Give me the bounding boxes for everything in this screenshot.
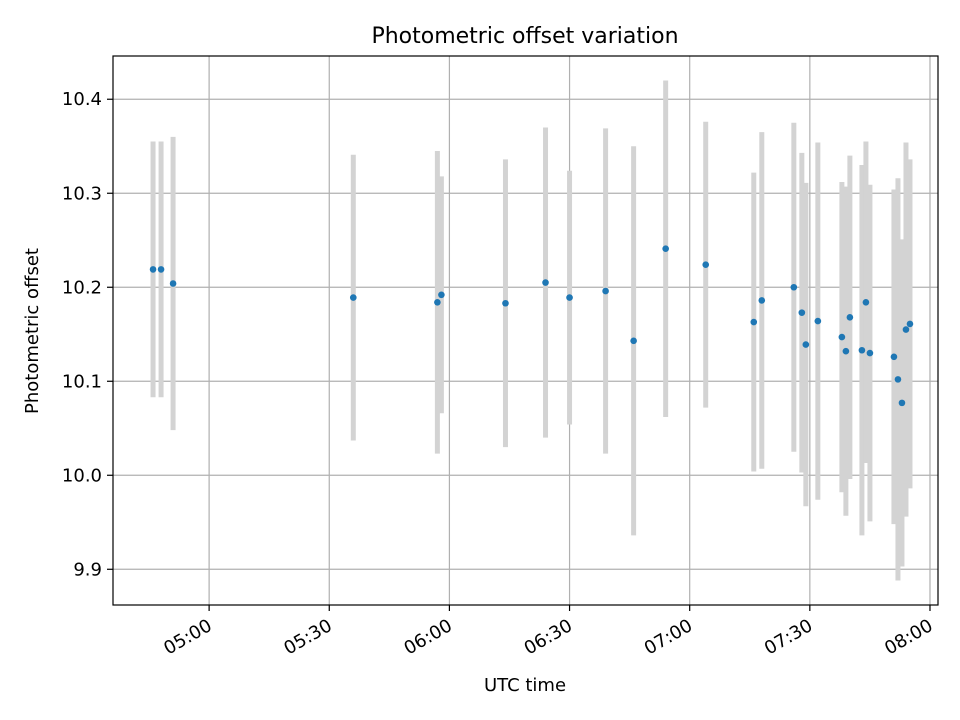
data-point — [898, 399, 906, 407]
x-tick-label: 06:00 — [400, 615, 455, 659]
data-point — [349, 294, 357, 301]
y-axis-label: Photometric offset — [22, 248, 43, 414]
x-tick-label: 06:30 — [521, 615, 576, 659]
data-point — [890, 353, 898, 361]
data-point — [862, 298, 870, 306]
data-point — [702, 261, 710, 268]
data-point — [630, 337, 637, 345]
x-tick-label: 07:30 — [761, 615, 816, 659]
data-point — [758, 297, 766, 304]
x-tick-label: 08:00 — [881, 615, 936, 659]
data-point — [790, 283, 798, 291]
data-point — [842, 347, 850, 355]
y-tick-label: 10.2 — [62, 277, 102, 298]
x-axis: 05:00 05:30 06:00 06:30 07:00 07:30 08:00 — [160, 605, 936, 659]
plot-frame — [112, 55, 939, 606]
data-point — [838, 333, 846, 341]
data-point — [902, 326, 910, 333]
data-point — [866, 349, 874, 357]
data-point — [434, 298, 441, 306]
data-point — [542, 279, 549, 286]
data-point — [798, 309, 806, 316]
data-point — [438, 291, 445, 299]
data-point — [662, 245, 669, 253]
x-tick-label: 07:00 — [641, 615, 696, 659]
data-point — [750, 318, 758, 326]
x-axis-label: UTC time — [484, 675, 566, 696]
data-point — [906, 320, 914, 328]
y-axis: 9.9 10.0 10.1 10.2 10.3 10.4 — [62, 89, 113, 580]
chart-title: Photometric offset variation — [371, 24, 678, 49]
data-point — [894, 376, 902, 383]
data-point — [157, 266, 165, 273]
data-points — [149, 245, 914, 407]
x-tick-label: 05:30 — [280, 615, 335, 659]
data-point — [602, 287, 609, 295]
y-tick-label: 10.0 — [62, 465, 102, 486]
data-point — [846, 314, 854, 321]
data-point — [566, 294, 573, 301]
y-tick-label: 9.9 — [73, 559, 102, 580]
data-point — [502, 299, 509, 307]
data-point — [802, 341, 810, 348]
data-point — [169, 280, 177, 287]
data-point — [814, 317, 822, 325]
y-tick-label: 10.1 — [62, 371, 102, 392]
plot-background — [113, 56, 938, 605]
y-tick-label: 10.3 — [62, 183, 102, 204]
x-tick-label: 05:00 — [160, 615, 215, 659]
y-tick-label: 10.4 — [62, 89, 102, 110]
data-point — [858, 346, 866, 354]
data-point — [149, 266, 157, 273]
